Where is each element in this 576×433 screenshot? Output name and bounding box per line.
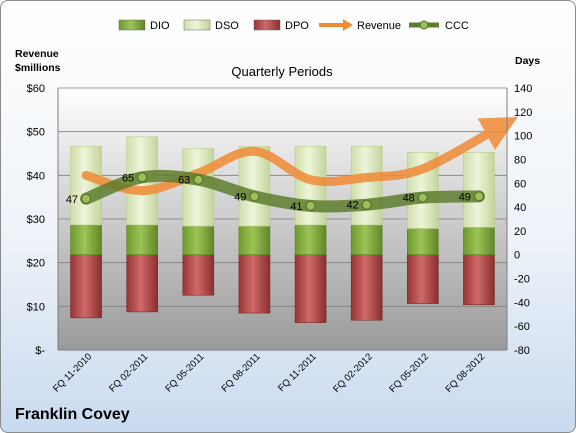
ccc-point [137,172,148,183]
bar-dio [70,224,102,256]
ccc-point [193,174,204,185]
lines: 47 65 63 49 41 42 48 49 [66,116,518,213]
ccc-data-label: 49 [459,191,471,203]
bar-dpo [238,254,271,314]
left-tick-label: $40 [27,170,45,182]
bar-dpo [294,254,327,323]
bar-dio [350,224,383,256]
bar-dio [463,227,495,256]
company-name: Franklin Covey [15,406,130,423]
right-tick-label: -60 [514,321,530,333]
ccc-point [417,192,428,203]
right-tick-label: -40 [514,297,530,309]
ccc-data-label: 47 [66,194,78,206]
right-tick-label: 140 [514,83,532,95]
legend-label-dso: DSO [215,20,239,32]
bar-dso [463,152,495,228]
ccc-data-label: 63 [178,175,190,187]
ccc-point [81,193,92,204]
bar-dpo [126,254,158,313]
legend-arrowhead-revenue [343,19,353,31]
right-tick-label: 80 [514,154,526,166]
legend-swatch-dso [183,19,211,31]
left-tick-label: $- [35,345,45,357]
bar-dpo [350,254,383,321]
left-tick-label: $60 [27,83,45,95]
bar-dpo [463,254,495,306]
bar-dio [407,228,439,256]
revenue-line [81,116,518,196]
right-tick-label: 60 [514,178,526,190]
ccc-point [249,191,260,202]
bar-dso [238,146,271,227]
category-label: FQ 08-2012 [443,351,487,395]
category-label: FQ 05-2011 [163,351,206,394]
right-tick-label: -20 [514,274,530,286]
category-label: FQ 11-2010 [51,351,94,394]
ccc-data-label: 48 [403,193,415,205]
ccc-point [361,199,372,210]
left-tick-label: $50 [27,127,45,139]
legend-swatch-dio [118,19,146,31]
chart-title: Quarterly Periods [231,64,333,79]
bar-dio [238,225,271,256]
left-axis-title-line1: Revenue [15,48,59,60]
bar-dso [70,146,102,226]
left-tick-label: $20 [27,258,45,270]
right-tick-label: 0 [514,250,520,262]
legend-label-dpo: DPO [285,20,309,32]
bar-dio [294,224,327,256]
ccc-data-label: 65 [122,172,134,184]
category-label: FQ 02-2011 [107,351,150,394]
legend-label-dio: DIO [150,20,170,32]
left-tick-label: $30 [27,214,45,226]
bars [70,136,495,323]
bar-dpo [70,254,102,319]
category-label: FQ 11-2011 [276,351,319,394]
right-axis-title: Days [515,55,540,67]
ccc-point [473,191,484,202]
right-tick-label: 100 [514,131,532,143]
category-label: FQ 05-2012 [387,351,431,395]
left-axis-title-line2: $millions [15,62,61,74]
legend-swatch-dpo [253,19,281,31]
bar-dpo [407,254,439,304]
left-tick-label: $10 [27,301,45,313]
category-label: FQ 02-2012 [331,351,375,395]
legend-dot-ccc [419,20,429,30]
legend-label-revenue: Revenue [357,20,401,32]
ccc-data-label: 42 [346,200,358,212]
ccc-point [305,200,316,211]
bar-dio [126,224,158,256]
legend-label-ccc: CCC [445,20,469,32]
right-tick-label: -80 [514,345,530,357]
bar-dso [350,146,383,226]
category-label: FQ 08-2011 [219,351,262,394]
bar-dio [182,225,215,256]
bar-dpo [182,254,215,296]
ccc-data-label: 41 [290,201,302,213]
right-tick-label: 120 [514,107,532,119]
legend: DIO DSO DPO Revenue CCC [118,19,469,32]
right-tick-label: 40 [514,202,526,214]
right-tick-label: 20 [514,226,526,238]
ccc-data-label: 49 [234,191,246,203]
